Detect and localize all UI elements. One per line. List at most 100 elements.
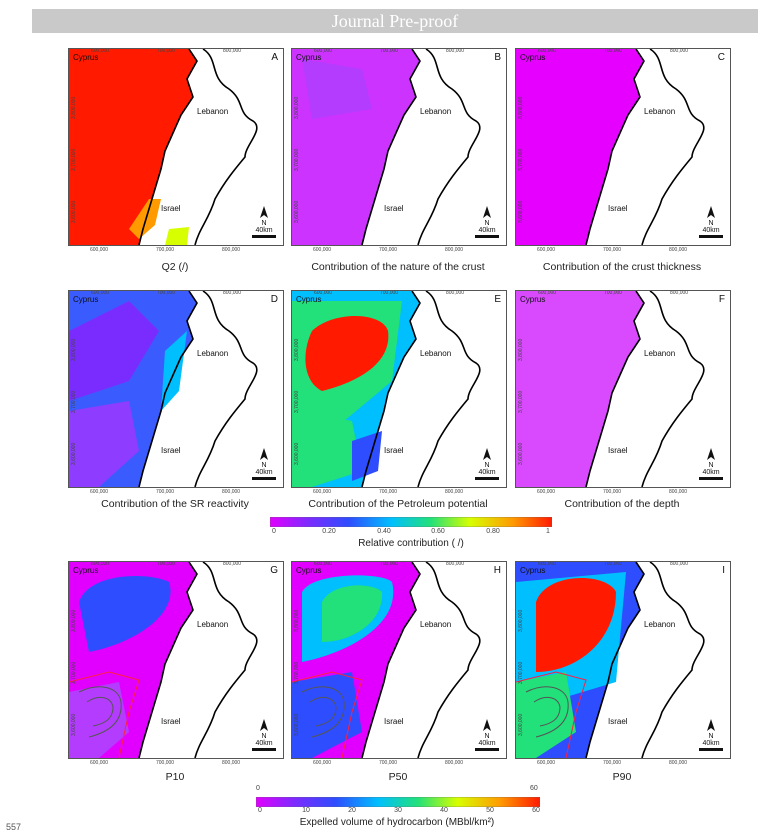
scale-bar [252,235,276,238]
map-panel-i: I Cyprus Lebanon Israel 600,000 700,000 800,00… [515,561,731,759]
x-tick-bottom: 600,000 [313,489,332,495]
panel-letter: E [494,294,501,305]
scale-bar [699,477,723,480]
y-tick: 3,800,000 [71,96,77,119]
scale-label: 40km [255,740,273,747]
x-tick-bottom: 700,000 [603,247,622,253]
x-tick-top: 700,000 [157,48,176,54]
y-tick: 3,800,000 [518,338,524,361]
x-tick-bottom: 600,000 [90,760,109,766]
y-tick: 3,700,000 [518,148,524,171]
y-tick: 3,600,000 [294,713,300,736]
y-tick: 3,700,000 [294,148,300,171]
cyprus-label: Cyprus [520,53,546,62]
cbar2-tick-2: 20 [348,807,356,814]
x-tick-bottom: 800,000 [445,760,464,766]
north-arrow-icon: N 40km [474,206,500,238]
north-label: N [484,733,490,740]
x-tick-bottom: 800,000 [222,489,241,495]
scale-label: 40km [478,740,496,747]
y-tick: 3,700,000 [71,148,77,171]
north-label: N [484,462,490,469]
map-raster [516,562,730,758]
x-tick-bottom: 700,000 [379,489,398,495]
north-label: N [708,733,714,740]
panel-caption-c: Contribution of the crust thickness [542,261,702,273]
x-tick-bottom: 600,000 [537,489,556,495]
x-tick-bottom: 700,000 [603,489,622,495]
cyprus-label: Cyprus [520,566,546,575]
colorbar1-title: Relative contribution ( /) [358,538,464,549]
north-label: N [708,462,714,469]
x-tick-bottom: 800,000 [445,247,464,253]
x-tick-top: 800,000 [223,561,242,567]
map-panel-e: E Cyprus Lebanon Israel 600,000 700,000 800,00… [291,290,507,488]
north-arrow-icon: N 40km [698,448,724,480]
lebanon-label: Lebanon [420,349,452,358]
y-tick: 3,800,000 [518,609,524,632]
north-label: N [261,220,267,227]
cbar1-tick-3: 0.60 [431,528,445,535]
scale-label: 40km [478,469,496,476]
x-tick-top: 600,000 [91,561,110,567]
map-raster [69,49,283,245]
x-tick-bottom: 600,000 [537,760,556,766]
israel-label: Israel [161,204,181,213]
x-tick-bottom: 700,000 [156,760,175,766]
colorbar2-ticks: 0 10 20 30 40 50 60 [258,807,540,817]
panel-letter: D [270,294,278,305]
cbar2-tick-3: 30 [394,807,402,814]
y-tick: 3,600,000 [518,442,524,465]
x-tick-bottom: 800,000 [222,760,241,766]
cbar2-tick-5: 50 [486,807,494,814]
x-tick-bottom: 600,000 [90,247,109,253]
x-tick-bottom: 600,000 [90,489,109,495]
x-tick-top: 600,000 [314,48,333,54]
x-tick-bottom: 600,000 [537,247,556,253]
colorbar2-title: Expelled volume of hydrocarbon (MBbl/km²… [299,817,495,828]
y-tick: 3,700,000 [518,390,524,413]
panel-caption-i: P90 [612,771,632,783]
map-panel-h: H Cyprus Lebanon Israel 600,000 700,000 800,00… [291,561,507,759]
cbar1-tick-2: 0.40 [377,528,391,535]
x-tick-bottom: 700,000 [156,247,175,253]
x-tick-bottom: 700,000 [379,760,398,766]
x-tick-bottom: 800,000 [222,247,241,253]
x-tick-bottom: 800,000 [445,489,464,495]
scale-label: 40km [478,227,496,234]
line-number: 557 [6,822,22,832]
x-tick-top: 800,000 [446,561,465,567]
cbar2-end-max: 60 [530,785,538,792]
north-arrow-icon: N 40km [698,206,724,238]
x-tick-top: 800,000 [446,48,465,54]
panel-caption-f: Contribution of the depth [564,498,680,510]
lebanon-label: Lebanon [644,107,676,116]
scale-label: 40km [702,740,720,747]
y-tick: 3,600,000 [518,713,524,736]
panel-caption-g: P10 [165,771,185,783]
y-tick: 3,800,000 [294,609,300,632]
y-tick: 3,700,000 [518,661,524,684]
y-tick: 3,600,000 [518,200,524,223]
x-tick-top: 800,000 [223,290,242,296]
y-tick: 3,600,000 [71,713,77,736]
cyprus-label: Cyprus [73,295,99,304]
scale-bar [475,235,499,238]
x-tick-top: 600,000 [538,48,557,54]
y-tick: 3,600,000 [71,442,77,465]
cyprus-label: Cyprus [73,566,99,575]
map-raster [516,49,730,245]
x-tick-top: 700,000 [380,561,399,567]
cbar2-end-min: 0 [256,785,260,792]
map-panel-a: A Cyprus Lebanon Israel 600,000 700,000 800,00… [68,48,284,246]
cbar2-tick-1: 10 [302,807,310,814]
scale-label: 40km [702,227,720,234]
scale-label: 40km [255,227,273,234]
map-panel-c: C Cyprus Lebanon Israel 600,000 700,000 800,00… [515,48,731,246]
north-arrow-icon: N 40km [251,206,277,238]
lebanon-label: Lebanon [644,349,676,358]
x-tick-top: 600,000 [314,290,333,296]
x-tick-bottom: 800,000 [669,247,688,253]
israel-label: Israel [608,204,628,213]
scale-bar [699,748,723,751]
